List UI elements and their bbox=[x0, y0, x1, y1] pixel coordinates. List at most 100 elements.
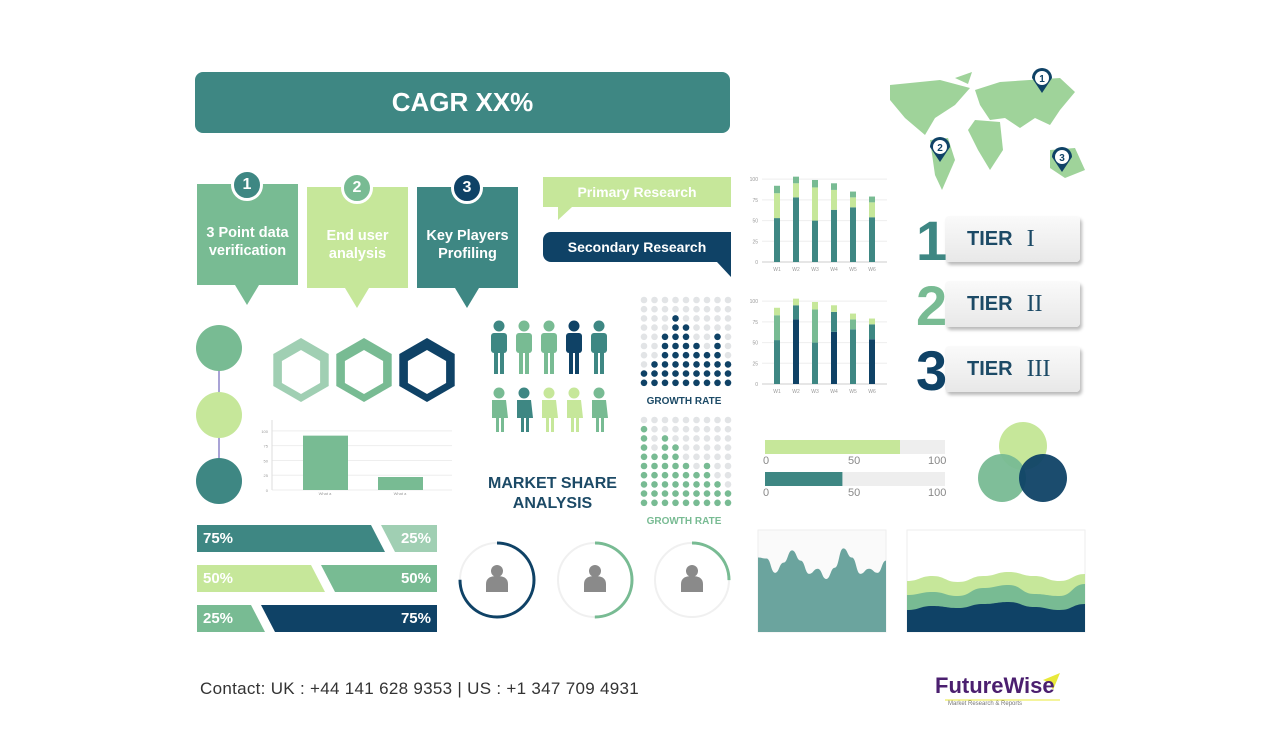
dot bbox=[693, 416, 700, 424]
split-bar: 50% 50% bbox=[197, 565, 437, 592]
secondary-banner-tail bbox=[717, 262, 731, 277]
dot bbox=[682, 324, 690, 331]
dot bbox=[703, 315, 711, 322]
hexagon-inner bbox=[281, 350, 321, 394]
x-tick-label: W2 bbox=[792, 389, 800, 395]
dot bbox=[672, 425, 679, 433]
y-tick-label: 50 bbox=[264, 458, 269, 463]
head bbox=[589, 565, 601, 577]
body bbox=[486, 576, 508, 592]
dot bbox=[703, 499, 711, 507]
bar-segment bbox=[850, 197, 856, 208]
dot bbox=[661, 333, 669, 341]
map-pin-center bbox=[933, 140, 947, 154]
female-person-icon bbox=[592, 387, 608, 432]
dot bbox=[661, 379, 669, 387]
user-icon bbox=[681, 565, 703, 592]
dot bbox=[682, 435, 690, 442]
head bbox=[593, 387, 605, 399]
dot bbox=[724, 351, 732, 359]
dot bbox=[651, 435, 658, 442]
dot bbox=[693, 471, 700, 479]
dot bbox=[651, 444, 658, 451]
dot bbox=[714, 333, 721, 341]
dot bbox=[661, 416, 669, 424]
dot bbox=[682, 453, 690, 461]
dot bbox=[724, 333, 732, 341]
dot bbox=[672, 305, 679, 313]
dot bbox=[672, 370, 679, 377]
dot bbox=[651, 490, 658, 497]
tier-label: TIER bbox=[967, 357, 1013, 380]
male-person-icon bbox=[516, 320, 532, 374]
dot bbox=[682, 462, 690, 470]
bar-segment bbox=[869, 324, 875, 340]
dot bbox=[714, 462, 721, 470]
step-number-badge: 1 bbox=[231, 169, 263, 201]
dot bbox=[714, 324, 721, 331]
bar-segment bbox=[850, 207, 856, 262]
dot bbox=[714, 444, 721, 451]
bar-segment bbox=[831, 189, 837, 210]
dot bbox=[714, 305, 721, 313]
split-left-label: 75% bbox=[203, 530, 234, 547]
step-label: 3 Point data verification bbox=[206, 224, 289, 259]
leg bbox=[544, 350, 548, 374]
head bbox=[491, 565, 503, 577]
y-tick-label: 75 bbox=[752, 320, 758, 326]
leg bbox=[575, 350, 579, 374]
y-tick-label: 25 bbox=[264, 473, 269, 478]
split-bar: 25% 75% bbox=[197, 605, 437, 632]
leg bbox=[519, 350, 523, 374]
split-bar-left bbox=[197, 525, 385, 552]
x-tick-label: W6 bbox=[868, 389, 876, 395]
leg bbox=[500, 350, 504, 374]
dot bbox=[661, 296, 669, 304]
dot bbox=[703, 370, 711, 377]
split-bar: 75% 25% bbox=[197, 525, 437, 552]
bar-segment bbox=[793, 305, 799, 320]
contact-info: Contact: UK : +44 141 628 9353 | US : +1… bbox=[200, 679, 640, 698]
growth-rate-label: GROWTH RATE bbox=[646, 516, 722, 527]
dot bbox=[672, 296, 679, 304]
dot bbox=[651, 471, 658, 479]
dot bbox=[703, 416, 711, 424]
male-person-icon bbox=[541, 320, 557, 374]
venn-circle bbox=[1019, 454, 1067, 502]
y-tick-label: 25 bbox=[752, 239, 758, 245]
dot bbox=[672, 471, 679, 479]
step-label: End user analysis bbox=[326, 227, 389, 262]
split-right-label: 50% bbox=[400, 570, 431, 587]
bar-segment bbox=[869, 217, 875, 262]
bar-segment bbox=[850, 191, 856, 198]
dot bbox=[703, 490, 711, 497]
dot bbox=[724, 435, 732, 442]
dot bbox=[672, 379, 679, 387]
map-pin-center bbox=[1055, 150, 1069, 164]
dot bbox=[724, 481, 732, 488]
continent bbox=[968, 120, 1003, 170]
dot bbox=[672, 435, 679, 442]
x-tick-label: W1 bbox=[773, 389, 781, 395]
split-right-label: 25% bbox=[400, 530, 431, 547]
dot bbox=[693, 481, 700, 488]
dot bbox=[640, 462, 648, 470]
bar-segment bbox=[831, 331, 837, 384]
x-tick-label: W4 bbox=[830, 389, 838, 395]
dot bbox=[651, 315, 658, 322]
leg bbox=[569, 350, 573, 374]
bar-segment bbox=[869, 196, 875, 203]
dot bbox=[682, 425, 690, 433]
x-tick-label: W5 bbox=[849, 389, 857, 395]
x-tick-label: W4 bbox=[830, 267, 838, 273]
male-person-icon bbox=[491, 320, 507, 374]
dot bbox=[714, 471, 721, 479]
x-tick-label: W3 bbox=[811, 267, 819, 273]
dot bbox=[651, 379, 658, 387]
dot bbox=[640, 370, 648, 377]
female-person-icon bbox=[542, 387, 558, 432]
dot bbox=[714, 296, 721, 304]
body bbox=[492, 400, 508, 432]
dot bbox=[672, 333, 679, 341]
head bbox=[568, 320, 580, 332]
